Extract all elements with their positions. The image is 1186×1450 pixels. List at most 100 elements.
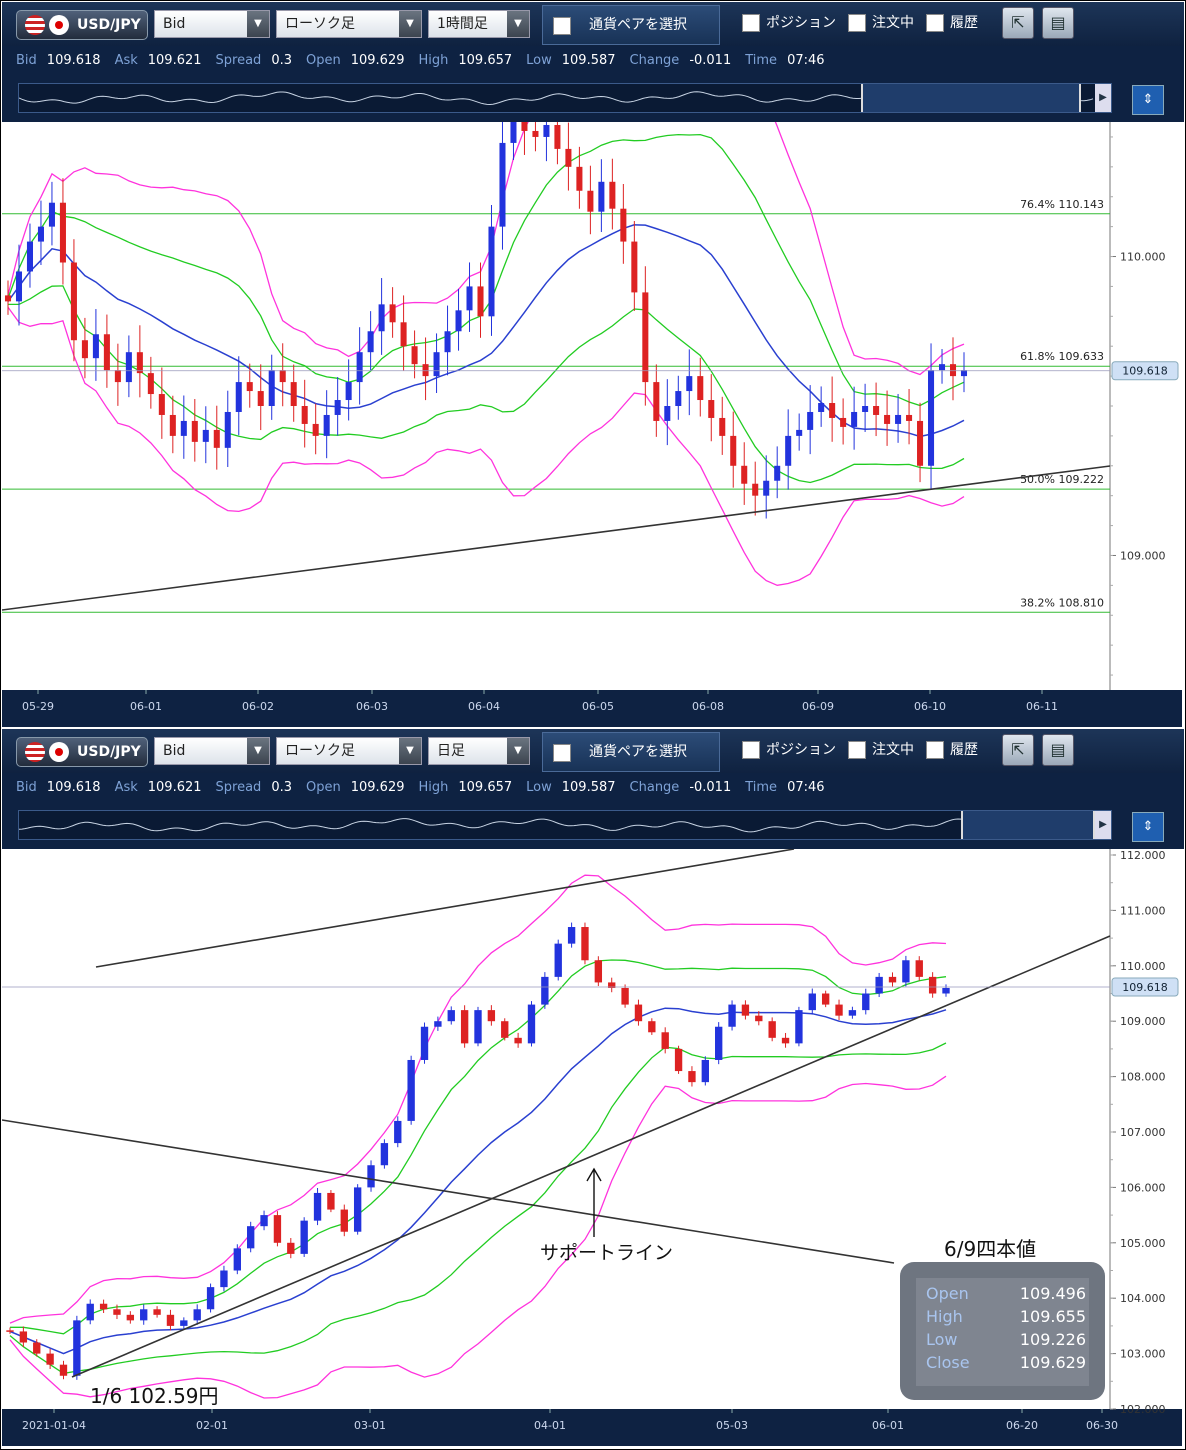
lock-scale-icon[interactable]: ⇕ [1132,85,1164,115]
navigator-handle[interactable] [861,84,1081,112]
navigator-handle[interactable] [961,811,1095,839]
navigator-track[interactable]: ▶ [18,83,1112,113]
ohlc-key: Low [926,1330,958,1349]
candle-body [960,370,968,377]
candle-body [730,435,737,466]
candle-body [795,1010,803,1044]
ohlc-key: Close [926,1353,970,1372]
candle-body [147,373,154,395]
history-label: 履歴 [950,742,978,758]
position-checkbox[interactable] [742,741,760,759]
bollinger-upper-2sigma [7,122,965,376]
y-tick-label: 106.000 [1120,1181,1166,1194]
chart-type-select[interactable]: ローソク足 ▼ [276,737,422,765]
x-axis-area [2,690,1182,727]
timeframe-select[interactable]: 日足 ▼ [428,737,530,765]
candle-body [829,403,836,418]
candle-body [807,411,814,430]
y-tick-label: 111.000 [1120,904,1166,917]
quote-value: 109.657 [458,780,513,795]
export-icon[interactable]: ⇱ [1002,7,1034,39]
support-arrow-head [586,1167,602,1182]
select-pair-button[interactable]: 通貨ペアを選択 [542,732,720,772]
price-type-select[interactable]: Bid ▼ [154,10,270,38]
candle-body [821,993,830,1005]
bollinger-upper-1sigma [10,959,947,1335]
pair-checkbox[interactable] [553,17,571,35]
currency-pair-logo[interactable]: USD/JPY [16,737,148,767]
candle-body [235,382,242,412]
x-tick-label: 06-08 [692,700,724,713]
quote-value: 109.621 [147,53,202,68]
navigator: ▶ ⇕ [2,76,1184,122]
candle-body [323,414,330,436]
candle-body [510,122,517,143]
history-checkbox[interactable] [926,14,944,32]
window-icon[interactable]: ▤ [1042,734,1074,766]
candle-body [785,435,792,466]
chevron-down-icon: ▼ [247,738,269,764]
candle-body [99,1303,108,1310]
quote-bar: Bid 109.618 Ask 109.621 Spread 0.3 Open 109.629… [2,46,1184,76]
y-tick-label: 102.000 [1120,1403,1166,1416]
candle-body [247,1226,255,1249]
candle-body [394,1120,402,1144]
scroll-right-icon[interactable]: ▶ [1095,811,1111,839]
candle-body [875,976,883,994]
pair-label: USD/JPY [77,17,141,33]
candle-body [565,148,572,167]
candle-body [113,1309,121,1315]
candle-body [422,364,429,377]
position-checkbox[interactable] [742,14,760,32]
candle-body [514,1037,522,1044]
bollinger-upper-1sigma [7,133,965,407]
candle-body [273,1215,282,1243]
quote-label: Bid [16,53,37,68]
price-type-select[interactable]: Bid ▼ [154,737,270,765]
ohlc-box: Open 109.496 High 109.655 Low 109.226 Close 109… [900,1262,1105,1400]
y-tick-label: 109.000 [1120,549,1166,562]
candle-body [202,429,209,442]
navigator-track[interactable]: ▶ [18,810,1112,840]
position-label: ポジション [766,15,836,31]
candle-body [697,376,704,401]
pair-checkbox[interactable] [553,744,571,762]
hourly-candlestick-chart[interactable]: 110.000 109.000 05-29 06-01 06-02 06-03 06-04 0… [2,122,1184,727]
candle-body [444,331,451,353]
orders-checkbox[interactable] [848,741,866,759]
scroll-right-icon[interactable]: ▶ [1095,84,1111,112]
candle-body [567,927,576,944]
quote-value: 109.629 [350,53,405,68]
candle-body [653,382,660,421]
chevron-down-icon: ▼ [399,738,421,764]
candle-body [598,181,605,212]
price-type-value: Bid [163,743,186,759]
candle-body [835,1004,843,1016]
candle-body [233,1248,241,1271]
expand-scale-icon[interactable]: ⇕ [1132,812,1164,842]
x-tick-label: 06-04 [468,700,500,713]
currency-pair-logo[interactable]: USD/JPY [16,10,148,40]
select-pair-button[interactable]: 通貨ペアを選択 [542,5,720,45]
export-icon[interactable]: ⇱ [1002,734,1034,766]
price-type-value: Bid [163,16,186,32]
candle-body [576,166,583,191]
candle-body [389,304,396,323]
orders-checkbox[interactable] [848,14,866,32]
candle-body [224,411,231,448]
candle-body [796,429,803,436]
timeframe-select[interactable]: 1時間足 ▼ [428,10,530,38]
candle-body [334,400,341,415]
orders-label: 注文中 [872,742,914,758]
candle-body [741,1004,750,1016]
candle-body [851,411,858,427]
quote-value: 109.587 [561,780,616,795]
orders-label: 注文中 [872,15,914,31]
us-flag-icon [25,742,45,762]
history-checkbox[interactable] [926,741,944,759]
candle-body [48,202,55,227]
candle-body [367,331,374,353]
chart-type-select[interactable]: ローソク足 ▼ [276,10,422,38]
bollinger-lower-1sigma [9,1042,947,1375]
window-icon[interactable]: ▤ [1042,7,1074,39]
